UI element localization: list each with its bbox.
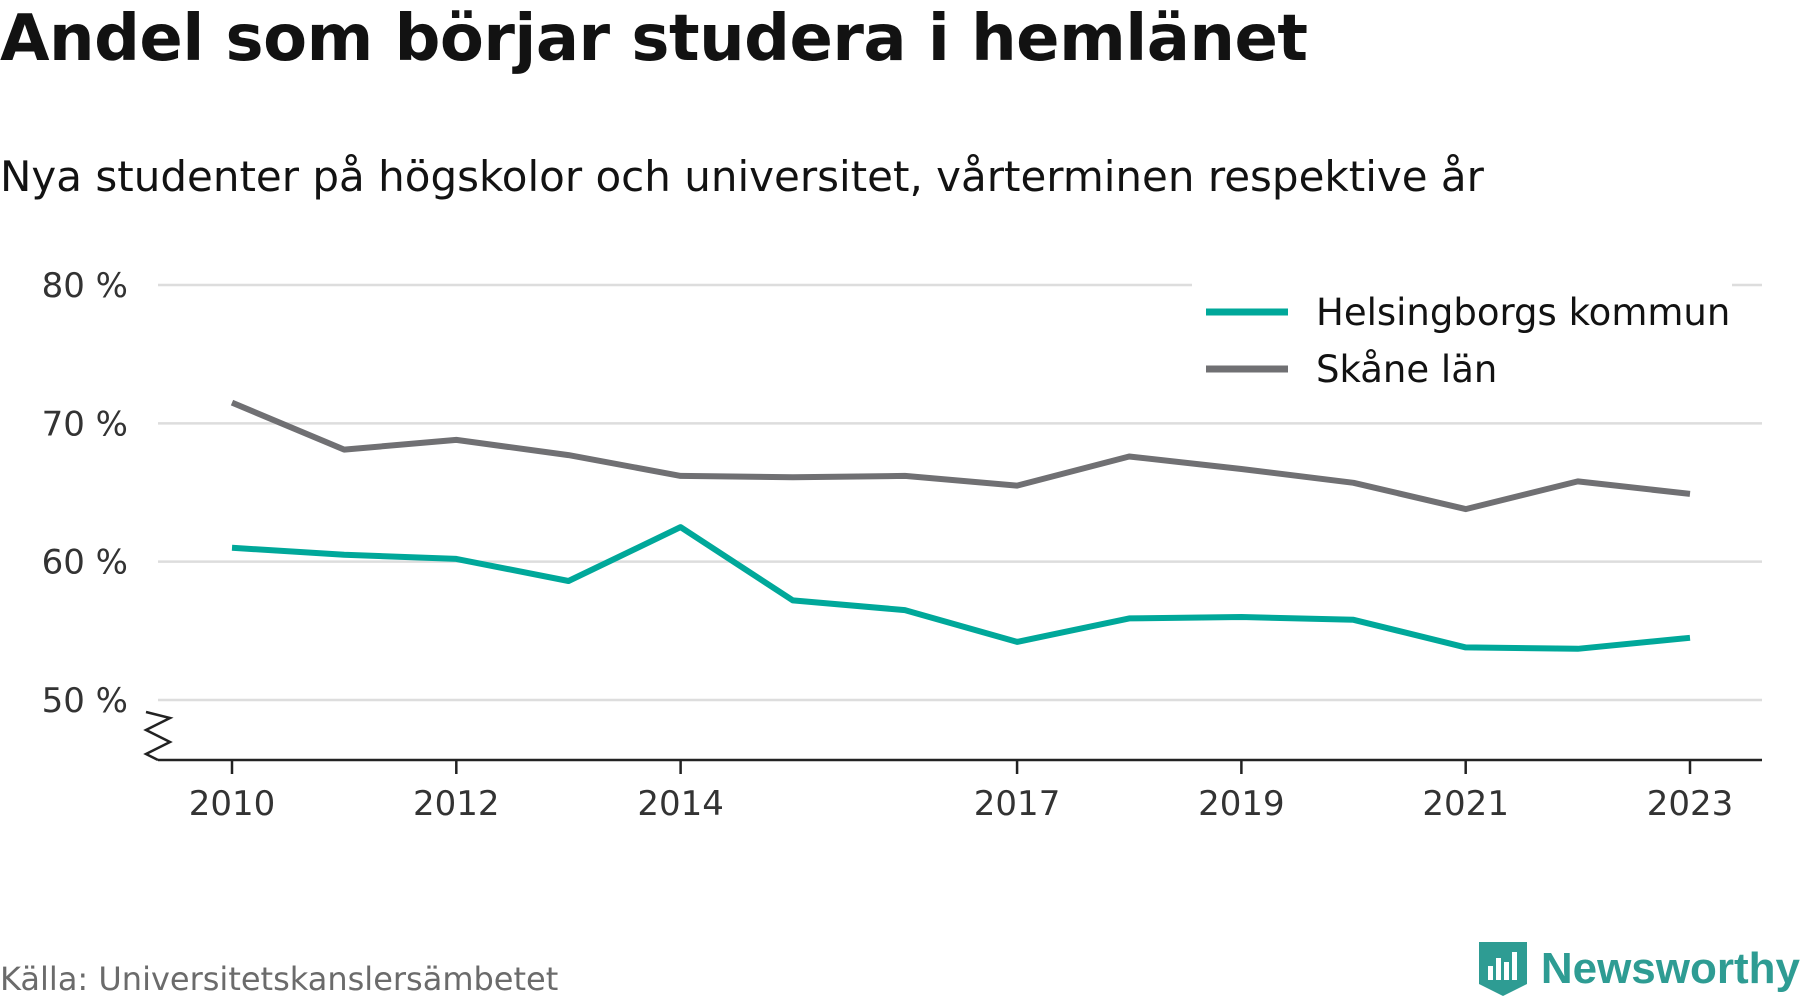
x-tick-label: 2023 (1647, 784, 1734, 824)
newsworthy-logo-icon (1478, 942, 1527, 996)
x-tick-label: 2021 (1422, 784, 1509, 824)
y-tick-label: 50 % (42, 681, 128, 721)
y-tick-label: 60 % (42, 543, 128, 583)
series-line-1 (231, 524, 1691, 652)
y-tick-label: 70 % (42, 404, 128, 444)
source-note: Källa: Universitetskanslersämbetet (0, 960, 559, 998)
x-tick-label: 2019 (1198, 784, 1285, 824)
chart-subtitle: Nya studenter på högskolor och universit… (0, 152, 1484, 201)
brand-logo: Newsworthy (1477, 940, 1800, 998)
series-line-2 (230, 399, 1691, 513)
axis-break-mark (143, 710, 174, 762)
x-axis: 2010 2012 2014 2017 2019 2021 2023 (158, 758, 1762, 824)
x-tick-label: 2017 (974, 784, 1061, 824)
y-tick-label: 80 % (42, 266, 128, 306)
series-lines (230, 399, 1691, 652)
legend-label: Helsingborgs kommun (1316, 291, 1730, 334)
legend: Helsingborgs kommun Skåne län (1192, 282, 1732, 404)
x-tick-label: 2010 (189, 784, 276, 824)
x-tick-label: 2014 (637, 784, 724, 824)
x-tick-label: 2012 (413, 784, 500, 824)
legend-label: Skåne län (1316, 348, 1497, 391)
legend-background (1192, 282, 1732, 404)
brand-name: Newsworthy (1540, 944, 1800, 993)
y-axis: 50 % 60 % 70 % 80 % (42, 266, 174, 762)
chart-title: Andel som börjar studera i hemlänet (0, 2, 1308, 76)
